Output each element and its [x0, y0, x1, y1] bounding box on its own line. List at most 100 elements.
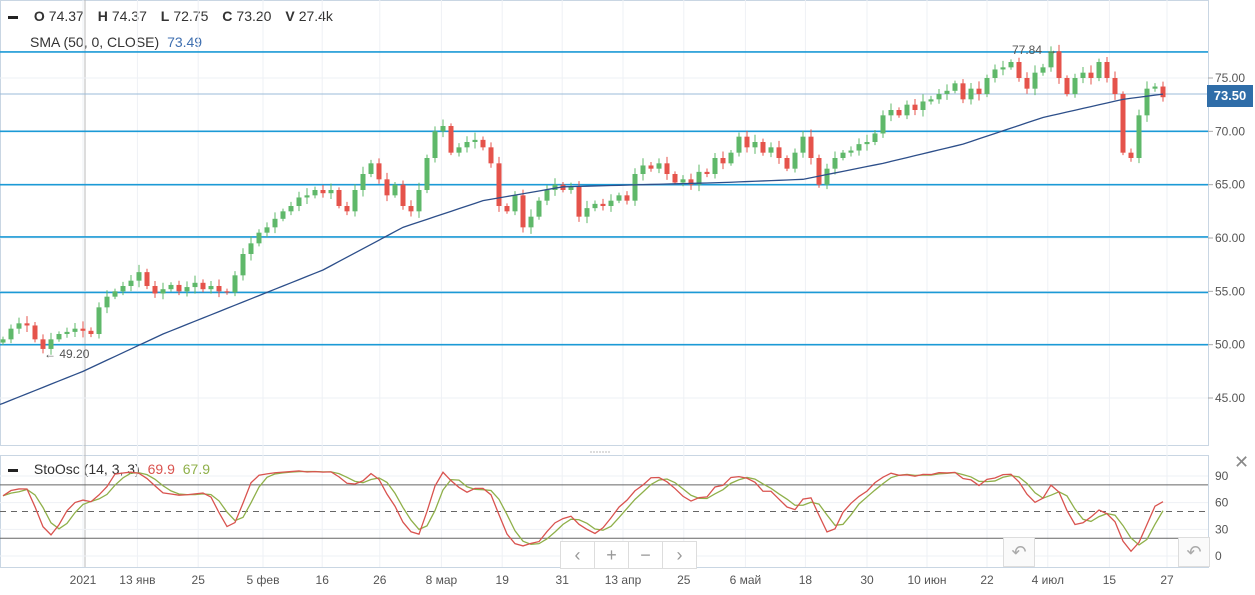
- candle-down: [200, 282, 206, 290]
- candle-up: [16, 323, 22, 329]
- candle-up: [936, 94, 942, 100]
- reset-chart-button[interactable]: ↶: [1178, 537, 1210, 567]
- x-tick-label: 30: [860, 573, 874, 587]
- candle-down: [320, 190, 326, 194]
- candle-down: [408, 206, 414, 212]
- candle-up: [872, 133, 878, 143]
- candle-up: [352, 190, 358, 212]
- stoch-label: StoOsc (14, 3, 3): [33, 461, 140, 477]
- candle-up: [736, 136, 742, 153]
- zoom-out-button[interactable]: −: [629, 542, 663, 568]
- candle-up: [712, 158, 718, 175]
- candle-up: [264, 227, 270, 233]
- candle-up: [616, 195, 622, 201]
- candle-down: [216, 286, 222, 292]
- candle-down: [784, 158, 790, 169]
- candle-up: [1008, 61, 1014, 68]
- candle-up: [104, 296, 110, 308]
- candle-down: [24, 323, 30, 326]
- sma-value: 73.49: [167, 34, 203, 50]
- candle-down: [144, 272, 150, 287]
- candle-down: [1088, 72, 1094, 78]
- candle-up: [824, 168, 830, 185]
- price-tick-label: 70.00: [1215, 124, 1245, 138]
- candle-down: [704, 171, 710, 175]
- candle-down: [760, 142, 766, 153]
- price-tick-label: 50.00: [1215, 338, 1245, 352]
- candle-up: [768, 147, 774, 153]
- zoom-in-button[interactable]: +: [595, 542, 629, 568]
- candle-up: [48, 339, 54, 349]
- candle-down: [504, 206, 510, 212]
- close-indicator-icon[interactable]: ✕: [1234, 452, 1250, 472]
- candle-down: [664, 163, 670, 175]
- candle-down: [488, 147, 494, 164]
- candle-down: [88, 330, 94, 335]
- candle-up: [432, 131, 438, 159]
- candle-up: [64, 331, 70, 335]
- candle-down: [672, 174, 678, 183]
- candle-up: [632, 174, 638, 201]
- high-value: 74.37: [111, 8, 147, 24]
- candle-up: [1048, 51, 1054, 68]
- x-tick-label: 2021: [70, 573, 97, 587]
- candle-up: [552, 184, 558, 191]
- candle-up: [904, 104, 910, 116]
- candle-down: [152, 286, 158, 294]
- candle-up: [1136, 115, 1142, 159]
- candle-down: [744, 136, 750, 148]
- stoch-tick-label: 30: [1215, 522, 1229, 536]
- candle-up: [160, 289, 166, 294]
- candle-up: [288, 206, 294, 212]
- candle-up: [72, 328, 78, 332]
- sma-line: [0, 93, 1164, 406]
- current-price-label: 73.50: [1207, 85, 1253, 107]
- candle-up: [304, 195, 310, 198]
- open-label: O: [33, 8, 45, 24]
- candle-up: [656, 163, 662, 169]
- candle-up: [536, 200, 542, 217]
- candle-up: [696, 171, 702, 185]
- candle-up: [328, 190, 334, 194]
- candle-up: [416, 190, 422, 212]
- candle-up: [192, 282, 198, 288]
- collapse-icon[interactable]: [8, 15, 18, 19]
- price-tick-label: 75.00: [1215, 71, 1245, 85]
- stoch-k-value: 69.9: [147, 461, 175, 477]
- candle-up: [1040, 67, 1046, 73]
- stoch-legend: StoOsc (14, 3, 3) 69.9 67.9: [8, 461, 210, 477]
- candle-down: [344, 206, 350, 212]
- x-tick-label: 31: [556, 573, 570, 587]
- collapse-icon[interactable]: [8, 468, 18, 472]
- open-value: 74.37: [48, 8, 84, 24]
- candle-down: [1016, 61, 1022, 78]
- x-tick-label: 26: [373, 573, 387, 587]
- candle-up: [592, 203, 598, 209]
- candle-up: [1144, 88, 1150, 116]
- reset-zoom-button[interactable]: ↶: [1003, 537, 1035, 567]
- x-tick-label: 16: [316, 573, 330, 587]
- ohlc-legend: O 74.37 H 74.37 L 72.75 C 73.20 V 27.4k: [8, 8, 343, 24]
- candle-down: [400, 184, 406, 207]
- candle-down: [480, 139, 486, 148]
- sma-label: SMA (50, 0, CLOSE): [30, 34, 160, 50]
- candle-down: [808, 136, 814, 159]
- price-tick-label: 60.00: [1215, 231, 1245, 245]
- candle-up: [888, 110, 894, 116]
- candle-up: [360, 174, 366, 191]
- candle-up: [8, 328, 14, 340]
- min-price-annotation: ← 49.20: [44, 347, 90, 361]
- scroll-left-button[interactable]: ‹: [561, 542, 595, 568]
- candle-up: [728, 152, 734, 164]
- candle-up: [120, 286, 126, 292]
- candle-down: [1112, 78, 1118, 95]
- candle-up: [136, 272, 142, 281]
- candle-up: [424, 158, 430, 191]
- candle-down: [520, 195, 526, 228]
- candle-down: [600, 203, 606, 207]
- volume-value: 27.4k: [298, 8, 333, 24]
- stoch-d-value: 67.9: [182, 461, 210, 477]
- scroll-right-button[interactable]: ›: [676, 545, 683, 565]
- candle-up: [472, 139, 478, 143]
